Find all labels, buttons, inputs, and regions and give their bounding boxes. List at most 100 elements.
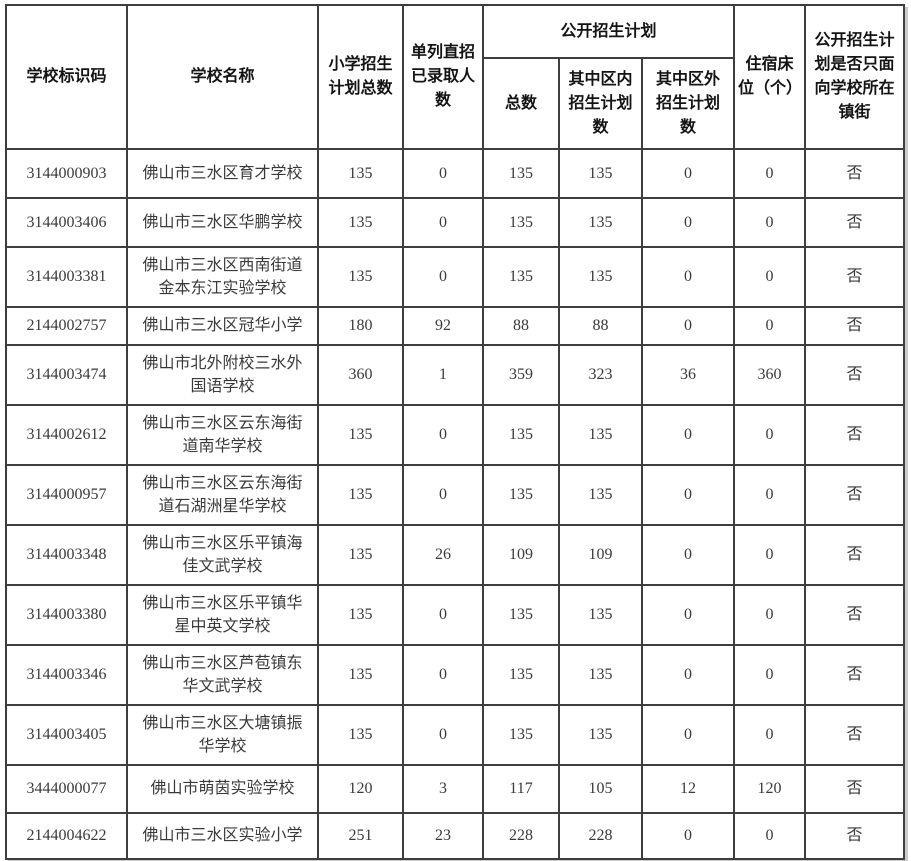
col-header-public-plan-group: 公开招生计划: [482, 4, 735, 59]
cell-beds: 0: [733, 464, 806, 526]
col-header-direct-admitted: 单列直招 已录取人 数: [402, 4, 484, 150]
cell-direct-admitted: 0: [402, 584, 484, 646]
cell-beds: 0: [733, 524, 806, 586]
cell-beds: 0: [733, 584, 806, 646]
cell-only-local: 否: [804, 812, 905, 860]
school-name-text: 佛山市三水区西南街道金本东江实验学校: [142, 256, 303, 297]
cell-school-id: 3144003380: [5, 584, 128, 646]
cell-in-district: 323: [558, 344, 643, 406]
cell-only-local: 否: [804, 464, 905, 526]
cell-out-district: 0: [641, 464, 735, 526]
cell-only-local: 否: [804, 197, 905, 248]
table-row: 3144000903 佛山市三水区育才学校 135 0 135 135 0 0 否: [5, 148, 905, 199]
cell-school-id: 3144003474: [5, 344, 128, 406]
school-name-text: 佛山市三水区芦苞镇东华文武学校: [142, 654, 303, 695]
cell-out-district: 0: [641, 404, 735, 466]
school-name-text: 佛山市三水区云东海街道石湖洲星华学校: [142, 474, 303, 515]
cell-direct-admitted: 0: [402, 404, 484, 466]
cell-only-local: 否: [804, 704, 905, 766]
cell-primary-plan-total: 135: [317, 148, 404, 199]
cell-beds: 0: [733, 812, 806, 860]
cell-public-total: 135: [482, 464, 560, 526]
cell-school-name: 佛山市北外附校三水外国语学校: [126, 344, 319, 406]
cell-school-name: 佛山市三水区芦苞镇东华文武学校: [126, 644, 319, 706]
col-header-only-local: 公开招生计 划是否只面 向学校所在 镇街: [804, 4, 905, 150]
cell-public-total: 88: [482, 306, 560, 346]
cell-only-local: 否: [804, 404, 905, 466]
cell-public-total: 135: [482, 246, 560, 308]
cell-in-district: 135: [558, 404, 643, 466]
cell-direct-admitted: 0: [402, 197, 484, 248]
table-row: 2144004622 佛山市三水区实验小学 251 23 228 228 0 0 否: [5, 812, 905, 860]
cell-out-district: 12: [641, 764, 735, 814]
cell-school-name: 佛山市三水区乐平镇海佳文武学校: [126, 524, 319, 586]
cell-only-local: 否: [804, 344, 905, 406]
cell-only-local: 否: [804, 306, 905, 346]
school-name-text: 佛山市萌茵实验学校: [150, 780, 295, 798]
cell-school-id: 3144003346: [5, 644, 128, 706]
cell-school-name: 佛山市三水区华鹏学校: [126, 197, 319, 248]
cell-in-district: 135: [558, 148, 643, 199]
cell-beds: 0: [733, 704, 806, 766]
cell-out-district: 0: [641, 246, 735, 308]
table-body: 3144000903 佛山市三水区育才学校 135 0 135 135 0 0 否 3144003…: [5, 148, 905, 860]
cell-beds: 120: [733, 764, 806, 814]
cell-in-district: 135: [558, 197, 643, 248]
enrollment-plan-table: 学校标识码 学校名称 小学招生 计划总数 单列直招 已录取人 数 公开招生计划 …: [5, 4, 905, 860]
cell-in-district: 228: [558, 812, 643, 860]
table-row: 3144002612 佛山市三水区云东海街道南华学校 135 0 135 135 0 0 否: [5, 404, 905, 466]
cell-school-id: 3144000957: [5, 464, 128, 526]
cell-only-local: 否: [804, 148, 905, 199]
school-name-text: 佛山市三水区乐平镇海佳文武学校: [142, 534, 303, 575]
cell-public-total: 359: [482, 344, 560, 406]
cell-primary-plan-total: 135: [317, 584, 404, 646]
cell-public-total: 135: [482, 148, 560, 199]
cell-out-district: 36: [641, 344, 735, 406]
cell-school-id: 3144002612: [5, 404, 128, 466]
cell-school-name: 佛山市三水区冠华小学: [126, 306, 319, 346]
cell-only-local: 否: [804, 524, 905, 586]
cell-public-total: 109: [482, 524, 560, 586]
cell-primary-plan-total: 251: [317, 812, 404, 860]
cell-school-id: 3144003348: [5, 524, 128, 586]
cell-direct-admitted: 0: [402, 148, 484, 199]
table-row: 3144003380 佛山市三水区乐平镇华星中英文学校 135 0 135 135 0 0 否: [5, 584, 905, 646]
cell-public-total: 135: [482, 197, 560, 248]
cell-direct-admitted: 23: [402, 812, 484, 860]
school-name-text: 佛山市三水区大塘镇振华学校: [142, 714, 303, 755]
cell-primary-plan-total: 135: [317, 404, 404, 466]
cell-direct-admitted: 0: [402, 246, 484, 308]
cell-direct-admitted: 26: [402, 524, 484, 586]
col-header-school-id: 学校标识码: [5, 4, 128, 150]
cell-beds: 0: [733, 246, 806, 308]
cell-school-name: 佛山市三水区云东海街道南华学校: [126, 404, 319, 466]
col-header-out-district: 其中区外 招生计划 数: [641, 57, 735, 150]
cell-out-district: 0: [641, 704, 735, 766]
cell-school-name: 佛山市萌茵实验学校: [126, 764, 319, 814]
cell-beds: 0: [733, 644, 806, 706]
cell-in-district: 135: [558, 246, 643, 308]
cell-in-district: 135: [558, 644, 643, 706]
cell-direct-admitted: 3: [402, 764, 484, 814]
cell-direct-admitted: 0: [402, 464, 484, 526]
cell-only-local: 否: [804, 584, 905, 646]
cell-school-name: 佛山市三水区云东海街道石湖洲星华学校: [126, 464, 319, 526]
cell-school-id: 2144002757: [5, 306, 128, 346]
cell-beds: 360: [733, 344, 806, 406]
school-name-text: 佛山市三水区育才学校: [142, 164, 303, 182]
cell-public-total: 228: [482, 812, 560, 860]
cell-in-district: 109: [558, 524, 643, 586]
cell-direct-admitted: 1: [402, 344, 484, 406]
col-header-school-name: 学校名称: [126, 4, 319, 150]
table-row: 3144003346 佛山市三水区芦苞镇东华文武学校 135 0 135 135 0 0 否: [5, 644, 905, 706]
cell-direct-admitted: 92: [402, 306, 484, 346]
cell-primary-plan-total: 135: [317, 644, 404, 706]
table-row: 2144002757 佛山市三水区冠华小学 180 92 88 88 0 0 否: [5, 306, 905, 346]
cell-primary-plan-total: 135: [317, 197, 404, 248]
cell-direct-admitted: 0: [402, 704, 484, 766]
cell-out-district: 0: [641, 524, 735, 586]
cell-school-name: 佛山市三水区育才学校: [126, 148, 319, 199]
school-name-text: 佛山市三水区冠华小学: [142, 317, 303, 335]
cell-public-total: 135: [482, 644, 560, 706]
